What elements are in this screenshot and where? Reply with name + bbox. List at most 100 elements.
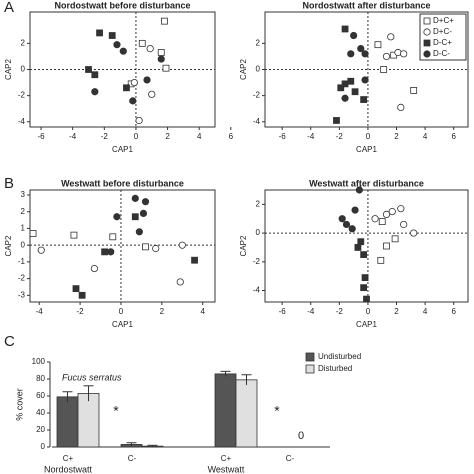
point — [378, 218, 386, 225]
y-tick-label: -2 — [18, 91, 26, 100]
point — [363, 295, 370, 303]
x-tick-label: C+ — [63, 454, 74, 463]
point — [72, 285, 80, 293]
legend-marker — [423, 28, 431, 36]
panel-label: B — [4, 175, 14, 192]
x-tick-label: 2 — [394, 132, 399, 141]
y-tick-label: 0 — [21, 240, 26, 249]
legend-swatch — [305, 352, 315, 362]
y-tick-label: 0 — [256, 228, 261, 237]
x-axis-label: CAP1 — [112, 320, 133, 329]
legend-label: D+C- — [433, 27, 452, 36]
point — [37, 246, 45, 254]
y-tick-label: 2 — [256, 38, 261, 47]
legend-label: D-C- — [433, 49, 450, 58]
point — [341, 94, 349, 102]
point — [354, 244, 362, 251]
chart-title: Westwatt after disturbance — [309, 178, 424, 188]
point — [347, 50, 355, 58]
annotation: * — [113, 403, 119, 419]
point — [361, 76, 369, 84]
point — [357, 238, 365, 246]
x-tick-label: -2 — [336, 132, 344, 141]
point — [108, 32, 116, 39]
y-axis-label: CAP2 — [239, 235, 248, 256]
legend-marker — [423, 39, 431, 47]
point — [157, 55, 165, 63]
point — [135, 228, 143, 236]
x-tick-label: 0 — [119, 307, 124, 316]
point — [85, 66, 92, 73]
panel-label: C — [4, 333, 15, 350]
x-tick-label: 2 — [165, 132, 170, 141]
y-tick-label: -2 — [253, 257, 261, 266]
legend-swatch — [305, 364, 315, 374]
point — [148, 90, 156, 98]
chart-title: Nordostwatt before disturbance — [54, 0, 190, 10]
y-tick-label: 20 — [36, 425, 45, 434]
point — [377, 256, 385, 264]
annotation: * — [274, 403, 280, 419]
point — [383, 242, 390, 250]
point — [410, 87, 418, 94]
annotation: Fucus serratus — [62, 372, 122, 382]
point — [410, 229, 418, 237]
point — [138, 39, 146, 47]
point — [338, 215, 346, 223]
y-tick-label: -2 — [253, 91, 261, 100]
x-tick-label: -6 — [279, 132, 287, 141]
x-tick-label: 4 — [201, 307, 206, 316]
point — [191, 256, 198, 264]
point — [143, 76, 151, 84]
point — [348, 225, 356, 233]
x-tick-label: 6 — [451, 132, 456, 141]
point — [176, 278, 184, 286]
point — [139, 209, 148, 218]
point — [361, 50, 369, 58]
point — [90, 264, 98, 273]
point — [387, 33, 395, 41]
point — [113, 213, 121, 221]
x-tick-label: 2 — [394, 307, 399, 316]
point — [347, 77, 355, 85]
point — [341, 80, 349, 88]
point — [146, 44, 154, 53]
legend-marker — [423, 17, 431, 25]
x-tick-label: 4 — [423, 132, 428, 141]
y-tick-label: -3 — [18, 290, 26, 299]
point — [333, 117, 340, 124]
point — [113, 41, 121, 49]
point — [400, 50, 408, 58]
legend-label: Disturbed — [318, 364, 352, 373]
point — [135, 116, 143, 125]
y-tick-label: 0 — [256, 65, 261, 74]
point — [355, 186, 363, 194]
point — [96, 29, 103, 37]
group-label: Westwatt — [208, 464, 245, 474]
y-tick-label: -4 — [253, 117, 261, 126]
plot-frame — [29, 189, 216, 303]
point — [101, 248, 109, 256]
point — [107, 248, 115, 256]
x-tick-label: 6 — [229, 132, 234, 141]
y-axis-label: CAP2 — [4, 59, 13, 80]
x-tick-label: -4 — [36, 307, 44, 316]
point — [351, 88, 359, 96]
x-tick-label: -2 — [336, 307, 344, 316]
x-tick-label: 0 — [366, 307, 371, 316]
y-tick-label: 40 — [36, 408, 45, 417]
x-tick-label: C- — [286, 454, 295, 463]
point — [157, 49, 165, 56]
y-tick-label: 0 — [21, 65, 26, 74]
x-tick-label: 0 — [134, 132, 139, 141]
point — [391, 235, 399, 243]
point — [78, 291, 86, 299]
point — [360, 251, 368, 259]
point — [397, 205, 405, 213]
y-tick-label: 2 — [21, 207, 26, 216]
x-tick-label: -4 — [69, 132, 77, 141]
x-tick-label: -2 — [101, 132, 109, 141]
point — [397, 103, 405, 111]
point — [91, 88, 99, 96]
x-tick-label: C+ — [221, 454, 232, 463]
